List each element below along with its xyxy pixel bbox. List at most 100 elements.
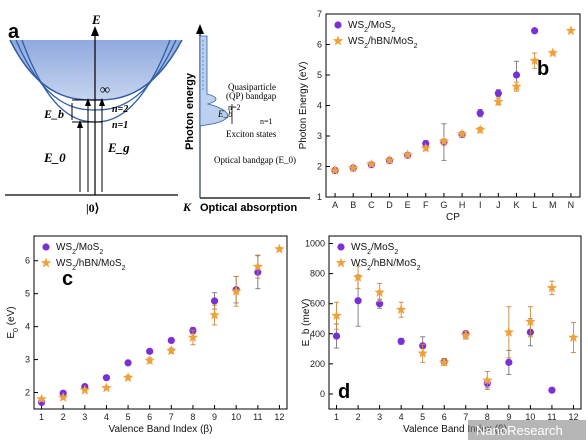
panel-d-point-ws2-hbn-mos2 [546, 282, 558, 293]
panel-c-legend-label-1-part: /MoS [76, 242, 100, 253]
absorption-diagram: Photon energy Optical absorption K Quasi… [182, 24, 310, 214]
panel-b-legend-label-2-part: /hBN/MoS [368, 36, 414, 47]
panel-c-xtick-label: 10 [231, 412, 241, 422]
panel-b-legend-circle [334, 21, 342, 29]
conduction-band-fill [10, 40, 182, 100]
panel-c-point-ws2-hbn-mos2 [101, 382, 112, 393]
panel-c-ytick-label: 5 [25, 289, 30, 299]
panel-d-legend-label-1-part: /MoS [371, 242, 395, 253]
n2-label: n=2 [112, 104, 128, 115]
panel-b-point-ws2-hbn-mos2 [511, 81, 522, 92]
panel-d-point-ws2-hbn-mos2 [331, 310, 342, 321]
panel-d-point-ws2-hbn-mos2 [482, 374, 493, 385]
photon-axis-arrow [196, 24, 204, 34]
panel-d-frame [328, 235, 582, 410]
panel-c-point-ws2-hbn-mos2 [57, 391, 69, 402]
panel-c-point-ws2-hbn-mos2 [230, 285, 242, 296]
panel-b-xtick-label: M [549, 200, 557, 210]
panel-d-ytick-label: 800 [310, 269, 325, 279]
panel-a-label: a [8, 21, 20, 43]
panel-b-point-ws2-hbn-mos2 [384, 154, 395, 165]
panel-d-ytick-label: 1000 [305, 239, 325, 249]
panel-c-legend-label-2-part: 2 [72, 265, 76, 272]
panel-c-legend-label-2-part: /hBN/MoS [76, 258, 122, 269]
panel-b-point-ws2-hbn-mos2 [347, 162, 359, 173]
panel-c-xtick-label: 8 [190, 412, 195, 422]
panel-c-legend-label-1: WS2/MoS2 [56, 242, 103, 256]
panel-b-xtick-label: L [532, 200, 537, 210]
panel-c-xlabel: Valence Band Index (β) [109, 424, 213, 435]
panel-c-xtick-label: 7 [169, 412, 174, 422]
panel-b-point-ws2-mos2 [494, 89, 502, 97]
panel-a: a E ∞ n=2 n=1 E_b E_0 E_g [5, 12, 310, 215]
panel-d-xtick-label: 2 [356, 412, 361, 422]
panel-d-ylabel: E_b (meV) [301, 299, 312, 347]
panel-b-legend-label-1-part: 2 [391, 27, 395, 34]
panel-d-xlabel: Valence Band Index (β) [403, 424, 507, 435]
panel-d-point-ws2-mos2 [505, 358, 513, 366]
panel-b-legend-star [332, 35, 344, 46]
panel-b-xtick-label: C [368, 200, 375, 210]
panel-c-xtick-label: 6 [147, 412, 152, 422]
panel-c-point-ws2-hbn-mos2 [209, 309, 220, 320]
panel-b-xtick-label: I [479, 200, 482, 210]
panel-b-ytick-label: 3 [317, 131, 322, 141]
panel-b-xlabel: CP [446, 212, 460, 223]
e0-arrow-head [77, 120, 83, 128]
panel-b-xtick-label: N [568, 200, 575, 210]
panel-c-point-ws2-mos2 [146, 347, 154, 355]
panel-b-point-ws2-mos2 [531, 27, 539, 35]
panel-c-ylabel-sub: 0 [13, 328, 20, 332]
panel-d-point-ws2-hbn-mos2 [460, 329, 471, 340]
panel-b-point-ws2-mos2 [476, 109, 484, 117]
panel-d-point-ws2-hbn-mos2 [503, 326, 515, 337]
panel-d-point-ws2-mos2 [548, 386, 556, 394]
eb-label: E_b [43, 107, 64, 121]
panel-b-legend-label-1: WS2/MoS2 [348, 20, 395, 34]
panel-d-point-ws2-mos2 [354, 297, 362, 305]
panel-b-point-ws2-hbn-mos2 [329, 164, 341, 175]
panel-b-legend-label-1-part: WS [348, 20, 364, 31]
panel-d-xtick-label: 9 [506, 412, 511, 422]
energy-axis-label: E [91, 12, 101, 27]
panel-b-legend-label-1-part: /MoS [368, 20, 392, 31]
panel-d-legend-label-2: WS2/hBN/MoS2 [351, 258, 421, 272]
panel-c-ylabel-main: E [6, 332, 17, 339]
panel-d-legend-star [335, 257, 347, 268]
panel-d-point-ws2-hbn-mos2 [395, 304, 407, 315]
panel-b-point-ws2-hbn-mos2 [456, 128, 468, 139]
panel-c-point-ws2-hbn-mos2 [274, 243, 285, 254]
panel-c-ylabel-rest: (eV) [6, 306, 17, 328]
panel-b-point-ws2-hbn-mos2 [547, 47, 559, 58]
panel-b-ytick-label: 2 [317, 162, 322, 172]
panel-b-ytick-label: 1 [317, 192, 322, 202]
panel-c-xtick-label: 2 [61, 412, 66, 422]
panel-c-legend-label-1-part: WS [56, 242, 72, 253]
panel-c-point-ws2-hbn-mos2 [252, 261, 264, 272]
ground-state-label: |0⟩ [86, 201, 99, 215]
panel-b-point-ws2-hbn-mos2 [420, 142, 432, 153]
optical-absorption-label: Optical absorption [200, 202, 297, 214]
panel-c-point-ws2-hbn-mos2 [166, 345, 177, 356]
panel-d-legend-label-2-part: /hBN/MoS [371, 258, 417, 269]
panel-c-frame [33, 235, 288, 410]
panel-d-point-ws2-hbn-mos2 [374, 286, 385, 297]
panel-b-xtick-label: E [405, 200, 411, 210]
panel-c-legend-label-1-part: 2 [99, 249, 103, 256]
eg-arrow-head-left [85, 98, 91, 106]
panel-b-ytick-label: 5 [317, 70, 322, 80]
panel-b-legend-label-2-part: 2 [364, 43, 368, 50]
panel-d-xtick-label: 3 [377, 412, 382, 422]
panel-d-legend-label-1-part: WS [351, 242, 367, 253]
eg-arrow-head-right [99, 98, 105, 106]
panel-d-point-ws2-hbn-mos2 [417, 347, 428, 358]
panel-d-legend-label-1-part: 2 [394, 249, 398, 256]
panel-b-xtick-label: K [513, 200, 519, 210]
panel-d-xtick-label: 12 [568, 412, 578, 422]
panel-c-letter: c [62, 268, 73, 290]
panel-b-ylabel: Photon Energy (eV) [298, 62, 309, 150]
panel-d-legend-label-2-part: 2 [417, 265, 421, 272]
abs-n2-label: n=2 [228, 103, 241, 112]
panel-d-xtick-label: 6 [442, 412, 447, 422]
